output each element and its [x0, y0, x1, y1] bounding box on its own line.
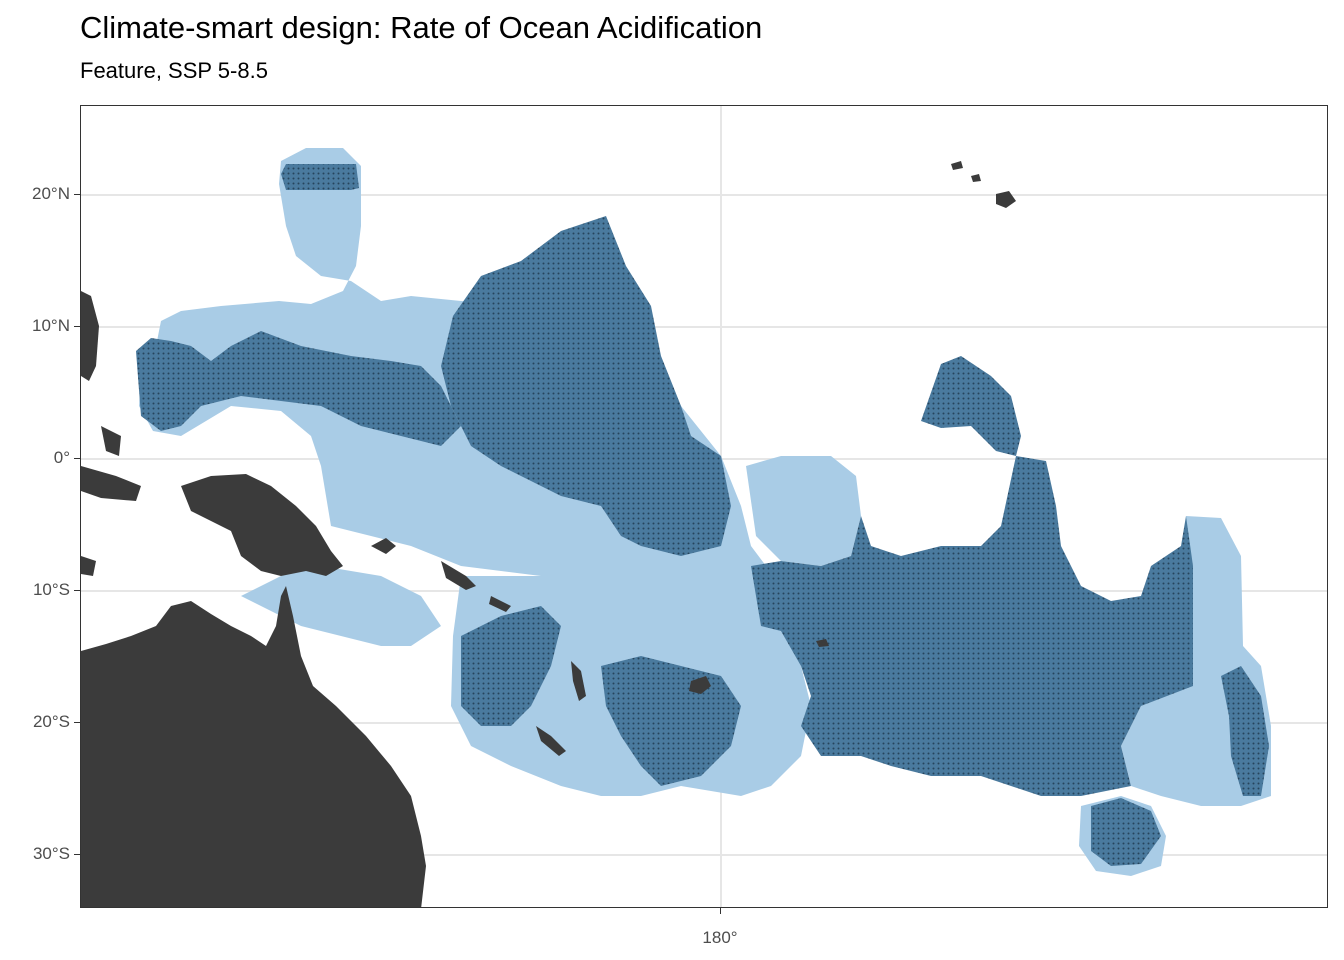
x-tickmark: [720, 908, 721, 914]
plot-subtitle: Feature, SSP 5-8.5: [80, 58, 268, 83]
y-tickmark: [74, 854, 80, 855]
y-tickmark: [74, 194, 80, 195]
philippines-landmass: [81, 291, 99, 381]
y-tickmark: [74, 590, 80, 591]
hawaii-landmass: [951, 161, 963, 170]
plot-title: Climate-smart design: Rate of Ocean Acid…: [80, 10, 763, 45]
y-tick-label: 30°S: [32, 844, 70, 863]
y-tickmark: [74, 326, 80, 327]
land-masses: [81, 161, 1016, 907]
y-tick-label: 10°S: [32, 580, 70, 599]
map-panel: [80, 105, 1328, 908]
australia-landmass: [81, 586, 426, 907]
x-tick-label: 180°: [702, 928, 738, 947]
y-tick-label: 10°N: [32, 316, 70, 335]
y-tick-label: 20°N: [32, 184, 70, 203]
map-canvas: [81, 106, 1327, 907]
y-tick-label: 0°: [53, 448, 70, 467]
y-tickmark: [74, 458, 80, 459]
new-guinea-landmass: [181, 474, 343, 576]
y-tick-label: 20°S: [32, 712, 70, 731]
fiji-landmass: [689, 676, 711, 694]
y-tickmark: [74, 722, 80, 723]
